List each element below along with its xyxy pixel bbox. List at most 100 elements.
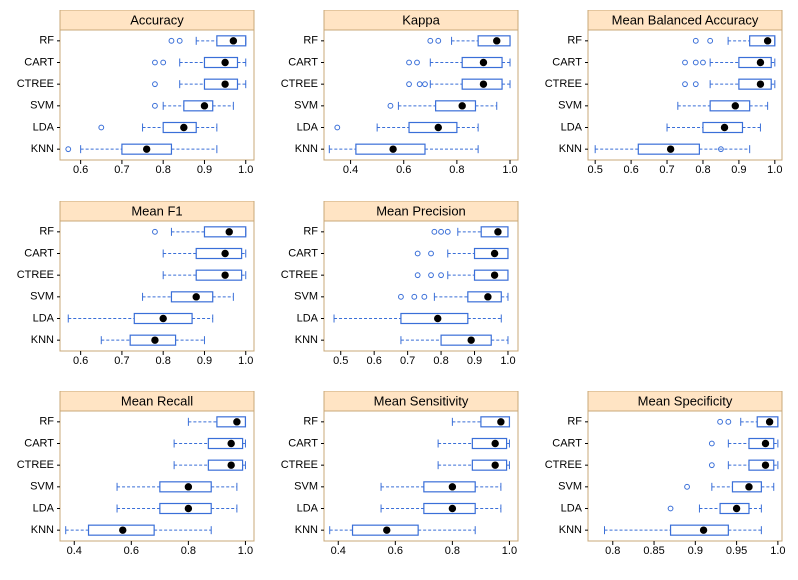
outlier <box>429 251 434 256</box>
outlier <box>99 125 104 130</box>
median-dot <box>152 337 158 343</box>
outlier <box>153 82 158 87</box>
box <box>710 101 750 111</box>
median-dot <box>193 293 199 299</box>
outlier <box>417 82 422 87</box>
x-tick-label: 1.0 <box>770 546 785 558</box>
outlier <box>412 294 417 299</box>
box <box>481 417 510 427</box>
median-dot <box>181 124 187 130</box>
outlier <box>693 38 698 43</box>
median-dot <box>120 527 126 533</box>
median-dot <box>498 419 504 425</box>
median-dot <box>762 441 768 447</box>
x-tick-label: 0.7 <box>114 355 129 367</box>
median-dot <box>160 315 166 321</box>
x-tick-label: 0.8 <box>181 546 196 558</box>
x-tick-label: 0.5 <box>333 355 348 367</box>
y-tick-label: SVM <box>30 481 54 493</box>
y-tick-label: LDA <box>297 503 319 515</box>
y-tick-label: CTREE <box>545 459 582 471</box>
box <box>749 460 774 470</box>
x-tick-label: 1.0 <box>502 164 517 176</box>
median-dot <box>480 59 486 65</box>
median-dot <box>766 419 772 425</box>
box <box>171 291 212 301</box>
x-tick-label: 0.7 <box>659 164 674 176</box>
y-tick-label: CTREE <box>17 78 54 90</box>
median-dot <box>222 59 228 65</box>
y-tick-label: KNN <box>295 334 318 346</box>
outlier <box>693 60 698 65</box>
outlier <box>668 506 673 511</box>
x-tick-label: 0.9 <box>688 546 703 558</box>
y-tick-label: CTREE <box>281 269 318 281</box>
y-tick-label: SVM <box>558 100 582 112</box>
median-dot <box>757 59 763 65</box>
y-tick-label: CTREE <box>545 78 582 90</box>
box <box>671 525 729 535</box>
box <box>749 439 774 449</box>
boxplot-panel: Mean SensitivityRFCARTCTREESVMLDAKNN0.40… <box>274 391 526 569</box>
box <box>184 101 213 111</box>
panel-title: Mean Balanced Accuracy <box>612 12 759 27</box>
y-tick-label: RF <box>303 225 318 237</box>
outlier <box>701 60 706 65</box>
outlier <box>153 103 158 108</box>
x-tick-label: 0.6 <box>396 164 411 176</box>
boxplot-panel: AccuracyRFCARTCTREESVMLDAKNN0.60.70.80.9… <box>10 10 262 188</box>
x-tick-label: 0.8 <box>449 164 464 176</box>
x-tick-label: 1.0 <box>238 355 253 367</box>
median-dot <box>228 441 234 447</box>
box <box>217 417 246 427</box>
y-tick-label: CTREE <box>17 269 54 281</box>
panel-cell: KappaRFCARTCTREESVMLDAKNN0.40.60.81.0 <box>274 10 526 189</box>
median-dot <box>764 38 770 44</box>
x-tick-label: 1.0 <box>500 355 515 367</box>
median-dot <box>494 38 500 44</box>
outlier <box>432 229 437 234</box>
y-tick-label: CTREE <box>17 459 54 471</box>
median-dot <box>449 484 455 490</box>
x-tick-label: 0.8 <box>695 164 710 176</box>
y-tick-label: SVM <box>294 481 318 493</box>
x-tick-label: 0.9 <box>197 164 212 176</box>
y-tick-label: SVM <box>30 100 54 112</box>
median-dot <box>480 81 486 87</box>
outlier <box>66 147 71 152</box>
median-dot <box>222 272 228 278</box>
panel-title: Mean F1 <box>131 203 182 218</box>
median-dot <box>449 506 455 512</box>
y-tick-label: SVM <box>558 481 582 493</box>
boxplot-panel: Mean Balanced AccuracyRFCARTCTREESVMLDAK… <box>538 10 790 188</box>
outlier <box>415 251 420 256</box>
y-tick-label: LDA <box>33 312 55 324</box>
median-dot <box>757 81 763 87</box>
median-dot <box>185 506 191 512</box>
outlier <box>683 60 688 65</box>
median-dot <box>700 527 706 533</box>
outlier <box>439 272 444 277</box>
x-tick-label: 0.6 <box>124 546 139 558</box>
boxplot-panel: KappaRFCARTCTREESVMLDAKNN0.40.60.81.0 <box>274 10 526 188</box>
median-dot <box>384 527 390 533</box>
y-tick-label: CART <box>552 56 582 68</box>
panel-cell: Mean SpecificityRFCARTCTREESVMLDAKNN0.80… <box>538 391 790 570</box>
outlier <box>428 38 433 43</box>
outlier <box>718 420 723 425</box>
outlier <box>693 82 698 87</box>
y-tick-label: LDA <box>561 503 583 515</box>
outlier <box>436 38 441 43</box>
box <box>204 79 237 89</box>
panel-title: Kappa <box>402 12 440 27</box>
box <box>196 248 241 258</box>
panel-title: Mean Specificity <box>638 394 733 409</box>
panel-title: Mean Recall <box>121 394 193 409</box>
median-dot <box>228 462 234 468</box>
outlier <box>429 272 434 277</box>
median-dot <box>230 38 236 44</box>
outlier <box>161 60 166 65</box>
median-dot <box>746 484 752 490</box>
outlier <box>407 60 412 65</box>
box <box>436 101 476 111</box>
